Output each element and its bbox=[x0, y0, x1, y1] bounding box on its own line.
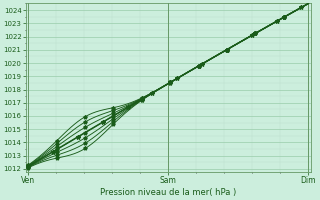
X-axis label: Pression niveau de la mer( hPa ): Pression niveau de la mer( hPa ) bbox=[100, 188, 236, 197]
